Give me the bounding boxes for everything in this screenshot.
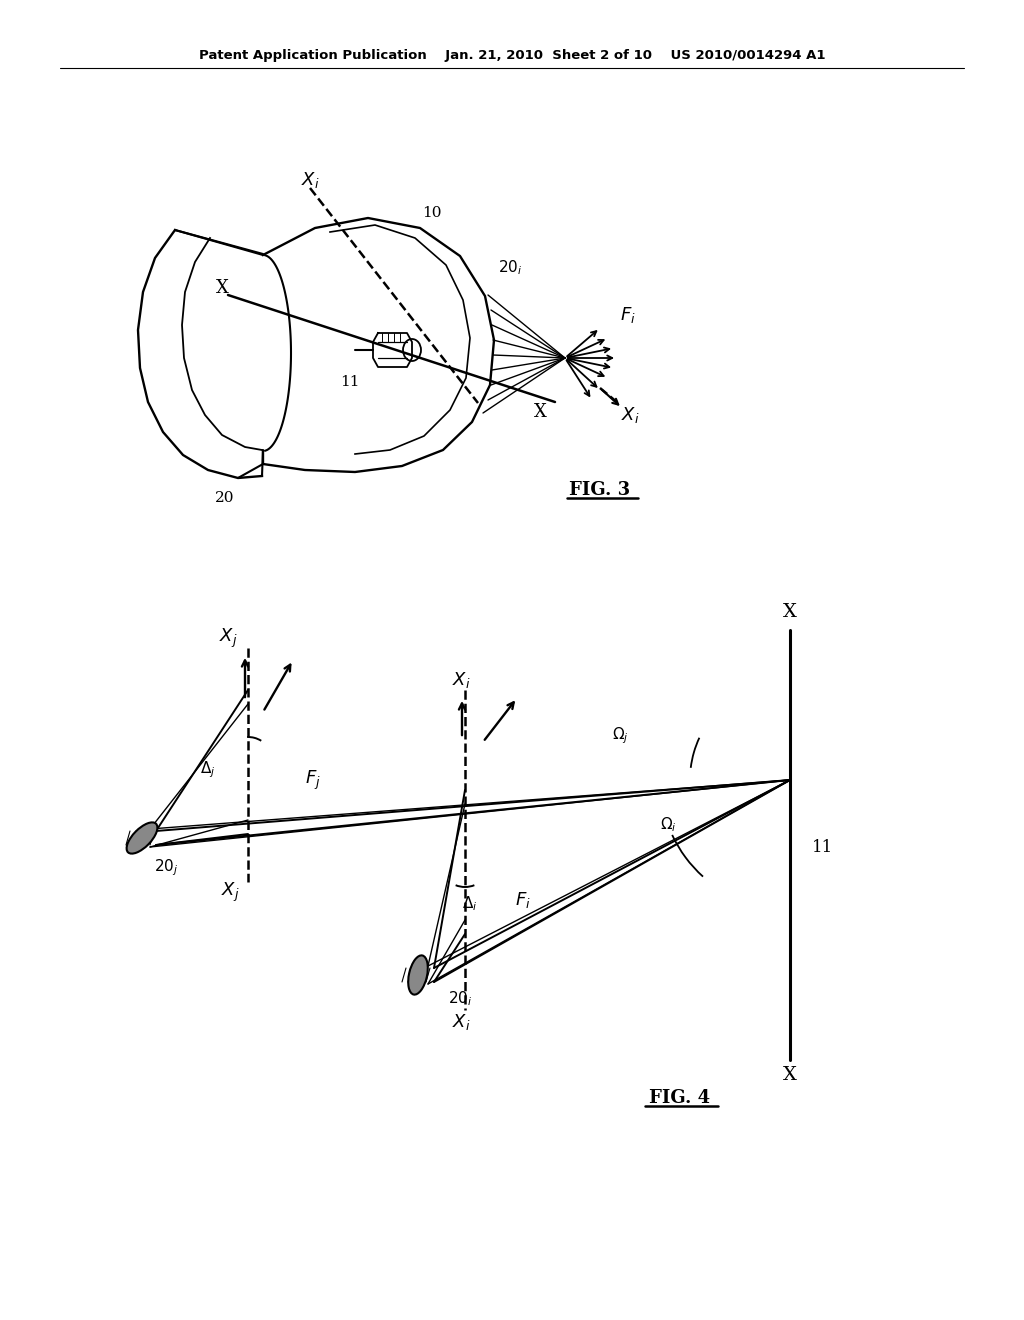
Text: $20_i$: $20_i$	[449, 990, 472, 1008]
Text: $F_i$: $F_i$	[621, 305, 636, 325]
Ellipse shape	[409, 956, 428, 994]
Text: $X_i$: $X_i$	[452, 671, 470, 690]
Text: $X_i$: $X_i$	[452, 1012, 470, 1032]
Text: 11: 11	[340, 375, 359, 389]
Text: $X_i$: $X_i$	[621, 405, 639, 425]
Ellipse shape	[127, 822, 158, 854]
Text: X: X	[783, 603, 797, 620]
Text: FIG. 3: FIG. 3	[569, 480, 631, 499]
Text: Patent Application Publication    Jan. 21, 2010  Sheet 2 of 10    US 2010/001429: Patent Application Publication Jan. 21, …	[199, 49, 825, 62]
Text: X: X	[216, 279, 228, 297]
Text: $20_i$: $20_i$	[498, 259, 522, 277]
Text: X: X	[534, 403, 547, 421]
Text: $\Omega_j$: $\Omega_j$	[611, 726, 629, 746]
Text: $F_j$: $F_j$	[305, 768, 321, 792]
Text: 20: 20	[215, 491, 234, 506]
Text: $F_i$: $F_i$	[515, 890, 530, 909]
Text: $X_i$: $X_i$	[301, 170, 319, 190]
Text: $X_j$: $X_j$	[221, 880, 240, 904]
Text: FIG. 4: FIG. 4	[649, 1089, 711, 1107]
Text: $X_j$: $X_j$	[219, 627, 238, 649]
Text: 11: 11	[812, 840, 834, 857]
Text: X: X	[783, 1067, 797, 1084]
Text: $\Omega_i$: $\Omega_i$	[659, 816, 677, 834]
Text: 10: 10	[422, 206, 441, 220]
Text: $\Delta_j$: $\Delta_j$	[201, 760, 216, 780]
Text: $20_j$: $20_j$	[154, 858, 178, 878]
Text: $\Delta_i$: $\Delta_i$	[462, 895, 478, 913]
